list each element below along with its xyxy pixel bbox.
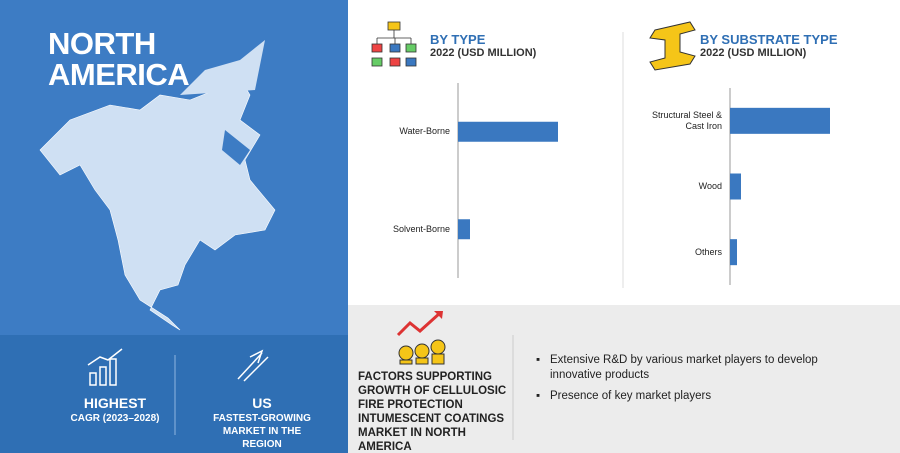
bar <box>730 107 830 134</box>
bar <box>458 121 558 142</box>
north-america-shape <box>39 69 276 331</box>
charts <box>371 21 830 288</box>
category-label: Structural Steel & Cast Iron <box>651 109 722 131</box>
category-label: Others <box>694 246 722 257</box>
arctic-islands <box>180 40 265 95</box>
factors-graphics <box>396 311 514 440</box>
highlights-panel <box>0 335 348 453</box>
highlight-label: CAGR (2023–2028) <box>70 413 160 424</box>
chart-subtitle: 2022 (USD MILLION) <box>430 47 537 59</box>
factor-item: Extensive R&D by various market players … <box>536 353 870 383</box>
chart-title: BY TYPE <box>430 32 486 47</box>
category-label: Wood <box>698 181 722 191</box>
category-label: Solvent-Borne <box>392 223 450 234</box>
region-panel <box>0 0 348 335</box>
chart-title: BY SUBSTRATE TYPE <box>700 32 838 47</box>
factor-item: Presence of key market players <box>536 389 870 404</box>
highlight-value: US <box>252 395 272 411</box>
map <box>39 40 276 331</box>
bar <box>458 219 470 240</box>
chart-subtitle: 2022 (USD MILLION) <box>700 47 807 59</box>
highlight-icons <box>87 348 269 435</box>
growth-icon <box>396 311 446 365</box>
type-icon <box>371 21 417 67</box>
region-title: NORTH AMERICA <box>48 26 190 92</box>
factors-title: FACTORS SUPPORTING GROWTH OF CELLULOSIC … <box>358 371 507 453</box>
bar <box>730 239 737 266</box>
substrate-icon <box>649 21 696 71</box>
highlight-label: FASTEST-GROWING MARKET IN THE REGION <box>213 413 311 450</box>
bar <box>730 173 741 200</box>
highlight-value: HIGHEST <box>83 395 147 411</box>
category-label: Water-Borne <box>399 126 450 137</box>
hudson-bay <box>222 130 250 165</box>
